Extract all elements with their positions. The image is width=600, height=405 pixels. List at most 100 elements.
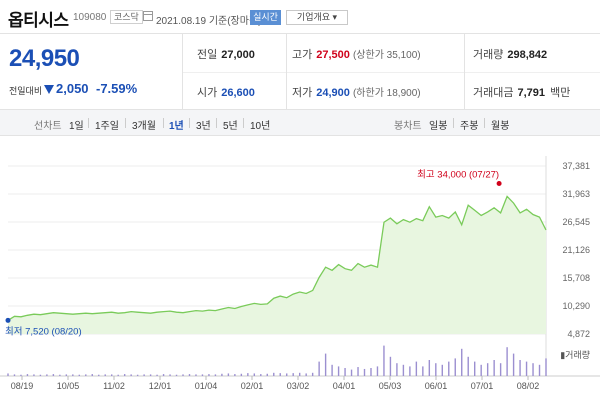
divider	[125, 118, 126, 128]
change-value: 2,050	[56, 81, 89, 96]
volume-bar	[273, 372, 275, 376]
volume-bars: ▮거래량	[7, 345, 590, 376]
volume-bar	[195, 374, 197, 376]
volume-bar	[227, 373, 230, 376]
period-1d[interactable]: 1일	[69, 121, 84, 132]
x-tick-label: 11/02	[103, 381, 125, 391]
volume-bar	[175, 374, 178, 376]
volume-bar	[337, 366, 340, 376]
stock-header: 옵티시스 109080 코스닥 2021.08.19 기준(장마감) 실시간 기…	[0, 0, 600, 34]
divider	[484, 118, 485, 128]
period-1y[interactable]: 1년	[169, 121, 184, 132]
volume-bar	[441, 364, 443, 376]
volume-bar	[298, 372, 301, 376]
volume-bar	[545, 358, 547, 376]
divider	[189, 118, 190, 128]
volume-bar	[214, 374, 217, 376]
volume-bar	[415, 361, 418, 376]
max-label: 최고 34,000 (07/27)	[417, 169, 499, 180]
volume: 거래량 298,842	[473, 49, 548, 61]
candle-chart-label: 봉차트	[394, 121, 422, 132]
period-3m[interactable]: 3개월	[132, 121, 156, 132]
volume-bar	[454, 358, 456, 376]
volume-bar	[39, 374, 42, 376]
x-axis-ticks: 08/19 10/05 11/02 12/01 01/04 02/01 03/02 04/01…	[11, 376, 540, 391]
stat-column-divider	[464, 34, 465, 110]
divider	[453, 118, 454, 128]
volume-bar	[311, 372, 314, 376]
volume-bar	[59, 374, 61, 376]
max-marker	[496, 180, 502, 186]
volume-bar	[143, 374, 145, 376]
volume-bar	[46, 374, 48, 376]
min-label: 최저 7,520 (08/20)	[5, 326, 82, 337]
change-percent: -7.59%	[96, 81, 138, 96]
stat-column-divider	[286, 34, 287, 110]
volume-bar	[512, 353, 515, 376]
price-area	[8, 196, 546, 334]
volume-bar	[85, 374, 87, 376]
volume-bar	[208, 374, 210, 376]
volume-bar	[538, 364, 541, 376]
volume-bar	[428, 360, 431, 376]
volume-bar	[279, 373, 281, 376]
live-button[interactable]: 실시간	[250, 10, 281, 25]
volume-bar	[98, 374, 100, 376]
prev-close: 전일 27,000	[197, 49, 255, 61]
y-tick-label: 21,126	[562, 245, 590, 255]
volume-bar	[182, 374, 184, 376]
period-3y[interactable]: 3년	[196, 121, 211, 132]
y-axis-ticks: 37,381 31,963 26,545 21,126 15,708 10,290 4,87…	[562, 161, 590, 339]
volume-bar	[72, 374, 74, 376]
volume-bar	[286, 373, 288, 376]
volume-bar	[65, 374, 68, 376]
period-selector: 선차트 1일 1주일 3개월 1년 3년 5년 10년 봉차트 일봉 주봉 월봉	[0, 110, 600, 136]
volume-bar	[240, 373, 243, 376]
period-10y[interactable]: 10년	[250, 121, 271, 132]
volume-bar	[525, 361, 528, 376]
calendar-icon	[143, 11, 153, 21]
volume-bar	[363, 368, 366, 376]
volume-bar	[473, 361, 476, 376]
volume-bar	[305, 373, 307, 376]
candle-monthly[interactable]: 월봉	[491, 121, 510, 132]
stock-code: 109080	[73, 12, 107, 23]
current-price-box: 24,950 전일대비 2,050 -7.59%	[0, 34, 183, 110]
period-1w[interactable]: 1주일	[95, 121, 119, 132]
x-tick-label: 01/04	[195, 381, 218, 391]
line-chart-label: 선차트	[34, 121, 62, 132]
price-chart: 37,381 31,963 26,545 21,126 15,708 10,290 4,87…	[0, 156, 600, 391]
volume-label: ▮거래량	[560, 349, 590, 360]
volume-bar	[357, 367, 359, 376]
candle-daily[interactable]: 일봉	[429, 121, 448, 132]
volume-bar	[104, 374, 106, 376]
volume-bar	[117, 374, 119, 376]
divider	[88, 118, 89, 128]
divider	[243, 118, 244, 128]
volume-bar	[52, 374, 55, 376]
volume-bar	[188, 374, 191, 376]
price-line	[7, 195, 547, 321]
volume-bar	[461, 348, 463, 376]
x-tick-label: 12/01	[149, 381, 172, 391]
volume-bar	[201, 374, 204, 376]
divider	[163, 118, 164, 128]
x-tick-label: 04/01	[333, 381, 356, 391]
volume-bar	[493, 360, 495, 376]
company-info-button[interactable]: 기업개요 ▾	[286, 10, 348, 25]
x-tick-label: 08/02	[517, 381, 540, 391]
volume-bar	[156, 374, 158, 376]
volume-bar	[506, 347, 508, 376]
volume-bar	[149, 374, 152, 376]
volume-bar	[292, 373, 294, 376]
divider	[216, 118, 217, 128]
candle-weekly[interactable]: 주봉	[460, 121, 479, 132]
volume-bar	[409, 366, 411, 376]
volume-bar	[78, 374, 81, 376]
open-price: 시가 26,600	[197, 87, 255, 99]
price-summary: 24,950 전일대비 2,050 -7.59% 전일 27,000 고가 27,5…	[0, 34, 600, 110]
volume-bar	[402, 364, 405, 376]
volume-bar	[20, 374, 22, 376]
period-5y[interactable]: 5년	[223, 121, 238, 132]
high-price: 고가 27,500 (상한가 35,100)	[292, 49, 421, 61]
